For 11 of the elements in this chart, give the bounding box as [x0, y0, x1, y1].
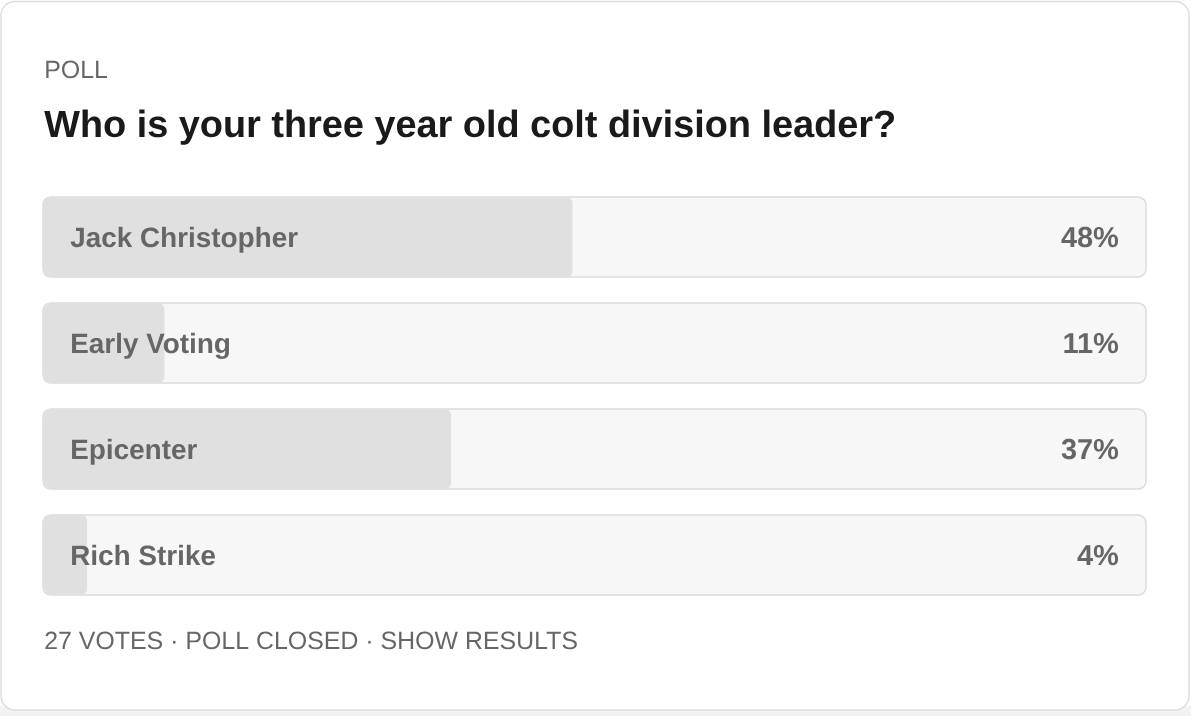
y-tick-label: Jack Christopher	[70, 226, 298, 253]
data-label: 48%	[1061, 226, 1119, 248]
data-label: 37%	[1061, 438, 1119, 460]
data-label: 11%	[1064, 332, 1119, 354]
y-tick-label: Epicenter	[72, 438, 197, 465]
y-tick-label: Early Voting	[72, 332, 230, 359]
text: POLL	[46, 60, 108, 79]
data-label: 4%	[1077, 544, 1119, 566]
y-tick-label: Rich Strike	[72, 544, 215, 566]
chart-title: Who is your three year old colt division leader?	[44, 109, 894, 145]
text: 27 VOTES · POLL CLOSED · SHOW RESULTS	[45, 631, 577, 650]
